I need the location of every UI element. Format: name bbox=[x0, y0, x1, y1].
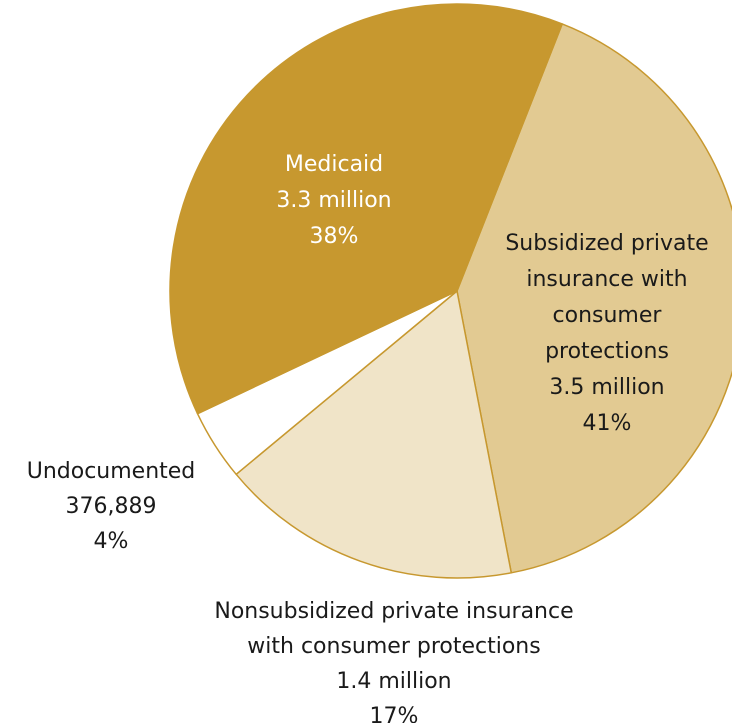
slice-label-line: 17% bbox=[370, 704, 419, 723]
slice-label-line: 376,889 bbox=[66, 494, 157, 519]
slice-label-line: protections bbox=[545, 339, 669, 364]
slice-label-line: 4% bbox=[94, 529, 129, 554]
slice-label-line: Undocumented bbox=[27, 459, 196, 484]
pie-slice-medicaid bbox=[169, 3, 563, 415]
slice-label-line: 3.3 million bbox=[276, 188, 391, 213]
slice-label-line: Subsidized private bbox=[505, 231, 708, 256]
slice-label-line: Nonsubsidized private insurance bbox=[214, 599, 573, 624]
slice-label-nonsubsidized-private-insurance-with-consumer-protections: Nonsubsidized private insurance with cons… bbox=[214, 599, 573, 723]
slice-label-line: with consumer protections bbox=[247, 634, 540, 659]
slice-label-line: Medicaid bbox=[285, 152, 383, 177]
slice-label-undocumented: Undocumented 376,889 4% bbox=[27, 459, 196, 554]
pie-slice-subsidized-private-insurance-with-consumer-protections bbox=[456, 23, 732, 574]
slice-label-line: 3.5 million bbox=[549, 375, 664, 400]
pie-slices bbox=[169, 3, 732, 579]
pie-labels: Subsidized private insurance with consumer… bbox=[27, 152, 709, 723]
slice-label-subsidized-private-insurance-with-consumer-protections: Subsidized private insurance with consumer… bbox=[505, 231, 708, 436]
pie-slice-nonsubsidized-private-insurance-with-consumer-protections bbox=[235, 290, 513, 579]
slice-label-line: 41% bbox=[583, 411, 632, 436]
slice-label-line: 1.4 million bbox=[336, 669, 451, 694]
slice-label-line: 38% bbox=[310, 224, 359, 249]
slice-label-line: consumer bbox=[553, 303, 663, 328]
slice-label-medicaid: Medicaid 3.3 million 38% bbox=[276, 152, 391, 249]
slice-label-line: insurance with bbox=[526, 267, 687, 292]
